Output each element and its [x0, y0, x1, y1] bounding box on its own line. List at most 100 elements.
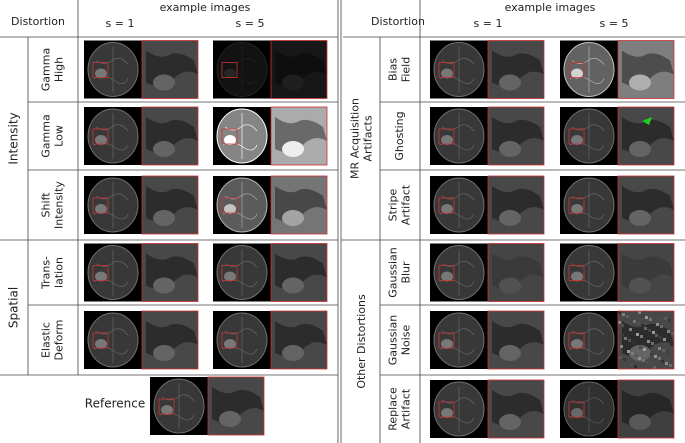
zoom-lesion	[282, 141, 304, 157]
noise	[624, 337, 627, 340]
example-image	[430, 243, 545, 302]
rotated-label: Bias Field	[387, 57, 413, 82]
noise	[619, 356, 622, 359]
label: Replace	[387, 387, 400, 431]
example-image	[213, 175, 328, 235]
rotated-label: Stripe Artifact	[387, 184, 413, 225]
label: Reference	[85, 397, 145, 411]
noise	[632, 341, 635, 344]
zoom-frame	[270, 310, 328, 370]
group-label: Spatial	[7, 287, 21, 328]
zoom-frame	[487, 243, 545, 302]
blur	[618, 243, 674, 302]
noise	[621, 324, 624, 327]
example-image	[560, 243, 675, 302]
label: example images	[160, 1, 251, 14]
zoom-frame	[487, 379, 545, 439]
example-image	[430, 106, 545, 166]
noise	[641, 324, 644, 327]
lesion	[95, 135, 107, 145]
rotated-label: Gaussian Noise	[387, 315, 413, 365]
noise	[626, 315, 629, 318]
example-image	[430, 310, 545, 370]
zoom-frame	[141, 175, 199, 235]
label: Gamma	[40, 48, 53, 91]
rotated-label: Gaussian Blur	[387, 247, 413, 297]
roi	[158, 398, 175, 415]
noise	[662, 349, 665, 352]
roi	[568, 332, 585, 349]
zoom-frame	[617, 379, 675, 439]
ghost-mark	[642, 117, 652, 125]
roi	[568, 265, 585, 281]
example-image	[560, 310, 675, 370]
label: Shift	[40, 192, 53, 218]
noise	[669, 364, 672, 367]
noise	[633, 320, 636, 323]
noise	[627, 350, 630, 353]
rotated-label: Replace Artifact	[387, 387, 413, 431]
zoom-lesion	[153, 74, 175, 91]
roi	[438, 332, 455, 349]
noise	[651, 342, 654, 345]
noise	[652, 331, 655, 334]
zoom-frame	[270, 106, 328, 166]
noise	[643, 348, 646, 351]
roi	[92, 197, 109, 214]
zoom-lesion	[282, 74, 304, 91]
label: Ghosting	[393, 111, 406, 160]
noise	[623, 358, 626, 361]
example-image	[84, 175, 199, 235]
label: Elastic	[40, 322, 53, 358]
zoom-lesion	[629, 141, 651, 157]
label: Bias	[387, 58, 400, 81]
noise	[658, 347, 661, 350]
roi	[568, 128, 585, 145]
zoom-lesion	[153, 277, 175, 294]
zoom-lesion	[153, 345, 175, 361]
lesion	[95, 68, 107, 79]
zoom-lesion	[629, 414, 651, 430]
label: Intensity	[7, 112, 21, 164]
noise	[648, 329, 651, 332]
lesion	[441, 135, 453, 145]
label: Artifacts	[362, 115, 375, 161]
label: Stripe	[387, 188, 400, 221]
rotated-label: Elastic Deform	[40, 320, 66, 361]
label: Distortion	[11, 15, 65, 28]
label: Artifact	[400, 184, 413, 225]
label: s = 5	[600, 17, 629, 30]
noise	[665, 362, 668, 365]
roi	[568, 401, 585, 418]
noise	[639, 346, 642, 349]
zoom-frame	[141, 40, 199, 99]
example-image	[560, 106, 675, 166]
rotated-label: MR Acquisition Artifacts	[349, 98, 375, 179]
noise	[636, 333, 639, 336]
noise	[655, 344, 658, 347]
example-image	[213, 106, 328, 166]
zoom-frame	[617, 106, 675, 166]
zoom-frame	[487, 175, 545, 235]
noise	[667, 330, 670, 333]
noise	[622, 313, 625, 316]
label: High	[53, 57, 66, 82]
label: Distortion	[371, 15, 425, 28]
example-image	[84, 40, 199, 99]
label: Field	[400, 57, 413, 82]
noise	[653, 366, 656, 369]
roi	[568, 62, 585, 78]
noise	[641, 314, 644, 317]
noise	[668, 319, 671, 322]
roi	[92, 62, 109, 78]
roi	[438, 197, 455, 214]
rotated-label: Trans-lation	[40, 256, 66, 290]
lesion	[224, 339, 236, 349]
noise	[656, 323, 659, 326]
label: s = 1	[474, 17, 503, 30]
noise	[629, 328, 632, 331]
label: s = 5	[236, 17, 265, 30]
lesion	[95, 339, 107, 349]
roi	[221, 332, 238, 349]
